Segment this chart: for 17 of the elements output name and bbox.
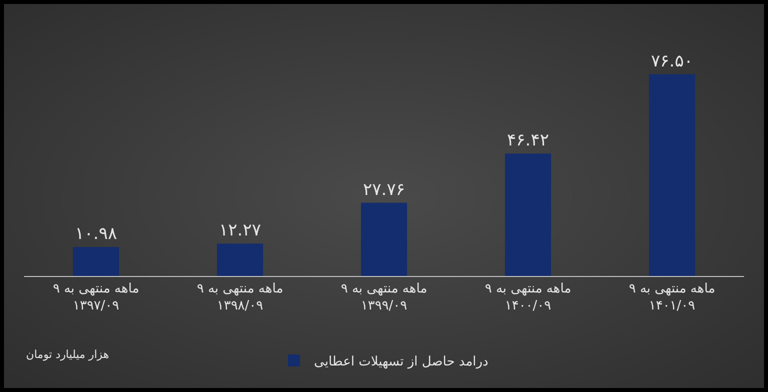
x-tick-label: ۹ ماهه منتهی به ۱۳۹۹/۰۹	[340, 282, 428, 314]
bar	[360, 202, 408, 276]
data-label: ۱۰.۹۸	[75, 224, 117, 244]
data-label: ۷۶.۵۰	[651, 51, 693, 72]
legend-label: درامد حاصل از تسهیلات اعطایی	[314, 354, 489, 370]
x-tick-label: ۹ ماهه منتهی به ۱۳۹۷/۰۹	[52, 282, 140, 314]
x-tick-label: ۹ ماهه منتهی به ۱۳۹۸/۰۹	[196, 282, 284, 314]
x-tick-label: ۹ ماهه منتهی به ۱۴۰۱/۰۹	[628, 282, 716, 314]
data-label: ۴۶.۴۲	[507, 130, 549, 151]
bar	[504, 154, 552, 276]
data-label: ۲۷.۷۶	[363, 180, 405, 200]
text: هزار میلیارد تومان	[26, 348, 110, 361]
bar	[648, 74, 696, 276]
bar	[72, 247, 120, 276]
data-label: ۱۲.۲۷	[219, 220, 261, 241]
x-tick-label: ۹ ماهه منتهی به ۱۴۰۰/۰۹	[484, 282, 572, 314]
bar	[216, 244, 264, 276]
